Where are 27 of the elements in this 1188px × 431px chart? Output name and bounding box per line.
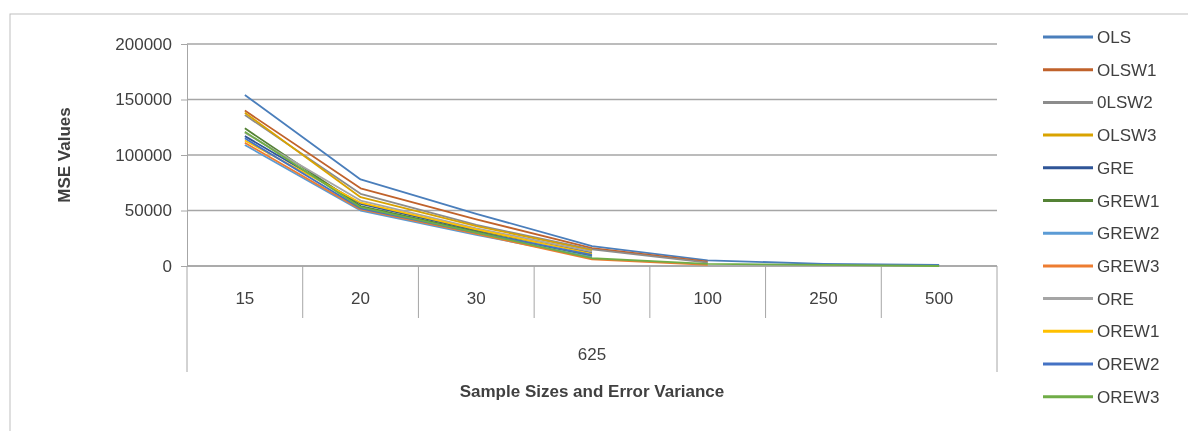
x-axis-title: Sample Sizes and Error Variance (459, 382, 725, 401)
y-tick-label: 100000 (115, 145, 172, 165)
legend-label: OREW3 (1097, 387, 1160, 407)
x-tick-label: 15 (235, 289, 255, 308)
legend-label: ORE (1097, 289, 1134, 309)
x-tick-label: 30 (466, 289, 486, 308)
legend-label: OREW1 (1097, 322, 1160, 342)
legend-label: GREW3 (1097, 256, 1160, 276)
y-axis-title: MSE Values (55, 107, 74, 203)
legend-label: GRE (1097, 158, 1134, 178)
y-tick-label: 50000 (124, 201, 172, 221)
y-tick-label: 150000 (115, 90, 172, 110)
y-tick-label: 200000 (115, 34, 172, 54)
y-tick-label: 0 (162, 256, 172, 276)
legend-label: GREW2 (1097, 224, 1160, 244)
legend-label: OLS (1097, 28, 1132, 47)
x-tick-label: 20 (351, 289, 371, 308)
x-tick-label: 500 (924, 289, 954, 308)
legend-label: OREW2 (1097, 355, 1160, 374)
x-tick-label: 250 (809, 289, 838, 308)
legend-label: OLSW1 (1097, 60, 1157, 80)
text: 625 (577, 345, 607, 364)
x-tick-label: 50 (582, 289, 602, 308)
legend-label: GREW1 (1097, 191, 1160, 211)
legend-label: 0LSW2 (1097, 93, 1153, 113)
x-tick-label: 100 (693, 289, 722, 308)
legend-label: OLSW3 (1097, 126, 1157, 146)
